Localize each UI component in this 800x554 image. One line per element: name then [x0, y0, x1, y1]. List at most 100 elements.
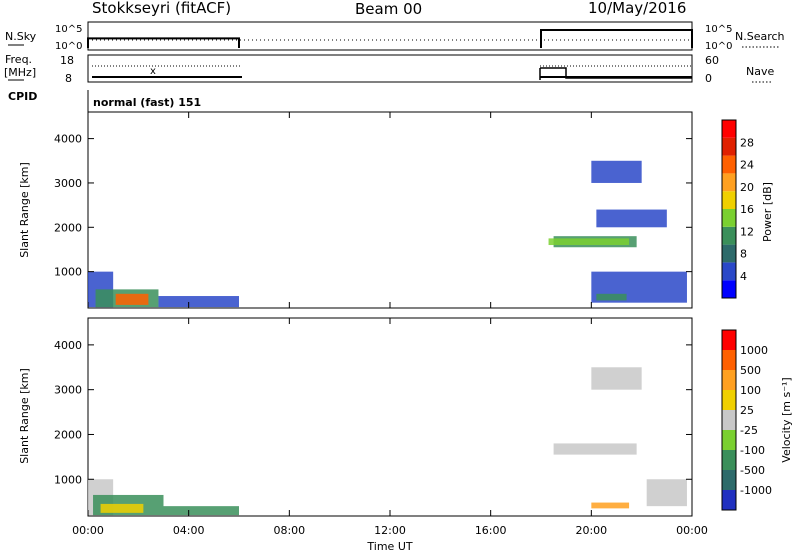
power-panel: 1000 2000 3000 4000 Slant Range [km] 28 24 20…: [18, 111, 774, 309]
colorbar-swatch: [722, 450, 736, 470]
colorbar-label: 28: [740, 136, 754, 149]
colorbar-swatch: [722, 120, 736, 138]
colorbar-swatch: [722, 280, 736, 298]
colorbar-label: 100: [740, 384, 761, 397]
ytick-label: 3000: [54, 177, 82, 190]
colorbar-label: -500: [740, 464, 765, 477]
xtick-label: 08:00: [273, 524, 305, 537]
power-yticks: 1000 2000 3000 4000: [54, 133, 692, 279]
ytick-label: 3000: [54, 384, 82, 397]
xtick-label: 12:00: [374, 524, 406, 537]
colorbar-label: -25: [740, 424, 758, 437]
power-colorbar: 28 24 20 16 12 8 4: [721, 119, 754, 299]
data-patch-6: [591, 160, 642, 183]
colorbar-swatch: [722, 330, 736, 350]
colorbar-swatch: [722, 490, 736, 510]
colorbar-label: 12: [740, 225, 754, 238]
beam-title: Beam 00: [355, 0, 422, 18]
colorbar-swatch: [722, 209, 736, 227]
data-patch-7: [596, 209, 667, 228]
colorbar-swatch: [722, 226, 736, 245]
nsky-ytick-bottom-right: 10^0: [705, 41, 732, 52]
velocity-colorbar-title: Velocity [m s⁻¹]: [780, 377, 793, 462]
power-data: [88, 160, 687, 308]
nsky-ytick-top-right: 10^5: [705, 24, 732, 35]
data-patch-9: [596, 293, 627, 301]
cpid-label: CPID: [8, 90, 37, 103]
colorbar-swatch: [722, 137, 736, 156]
colorbar-swatch: [722, 262, 736, 281]
ytick-label: 4000: [54, 339, 82, 352]
x-axis: 00:00 04:00 08:00 12:00 16:00 20:00 00:00: [72, 112, 708, 537]
colorbar-label: 25: [740, 404, 754, 417]
station-title: Stokkseyri (fitACF): [92, 0, 231, 17]
velocity-panel: 1000 2000 3000 4000 Slant Range [km] 1000 50…: [18, 317, 793, 517]
ytick-label: 4000: [54, 133, 82, 146]
colorbar-label: -1000: [740, 484, 772, 497]
colorbar-swatch: [722, 430, 736, 450]
nave-ytick-top: 60: [705, 54, 719, 67]
colorbar-label: 1000: [740, 344, 768, 357]
data-patch-4: [553, 443, 637, 455]
colorbar-swatch: [722, 370, 736, 390]
ytick-label: 1000: [54, 266, 82, 279]
colorbar-swatch: [722, 173, 736, 192]
velocity-ylabel: Slant Range [km]: [18, 368, 31, 464]
x-axis-title: Time UT: [366, 540, 412, 553]
velocity-data: [88, 367, 687, 516]
data-patch-2: [115, 293, 149, 305]
colorbar-frame: [721, 329, 737, 511]
freq-panel: [87, 54, 693, 83]
colorbar-frame: [721, 119, 737, 299]
xtick-label: 00:00: [676, 524, 708, 537]
data-patch-6: [591, 502, 630, 509]
nave-label: Nave: [746, 65, 774, 78]
colorbar-swatch: [722, 410, 736, 430]
colorbar-label: 16: [740, 203, 754, 216]
nsky-label: N.Sky: [5, 30, 37, 43]
freq-label-line1: Freq.: [5, 53, 32, 66]
xtick-label: 16:00: [475, 524, 507, 537]
nave-ytick-bottom: 0: [705, 72, 712, 85]
power-colorbar-title: Power [dB]: [761, 182, 774, 242]
colorbar-label: 8: [740, 248, 747, 261]
freq-ytick-bottom: 8: [65, 72, 72, 85]
nave-trace: [539, 67, 692, 80]
freq-ytick-top: 18: [60, 54, 74, 67]
date-title: 10/May/2016: [588, 0, 686, 17]
freq-mark: x: [150, 66, 156, 77]
data-patch-5: [591, 367, 642, 390]
velocity-colorbar: 1000 500 100 25 -25 -100 -500 -1000: [721, 329, 772, 511]
power-ylabel: Slant Range [km]: [18, 162, 31, 258]
cpid-value: normal (fast) 151: [93, 96, 201, 109]
nsearch-label: N.Search: [735, 30, 785, 43]
colorbar-swatch: [722, 244, 736, 263]
colorbar-label: 24: [740, 159, 754, 172]
freq-label-line2: [MHz]: [4, 66, 36, 79]
data-patch-7: [646, 479, 687, 507]
data-patch-2: [100, 503, 144, 513]
xtick-label: 04:00: [173, 524, 205, 537]
ytick-label: 1000: [54, 473, 82, 486]
xtick-label: 20:00: [575, 524, 607, 537]
colorbar-label: -100: [740, 444, 765, 457]
colorbar-label: 4: [740, 270, 747, 283]
ytick-label: 2000: [54, 428, 82, 441]
colorbar-swatch: [722, 350, 736, 370]
data-patch-3: [158, 296, 239, 308]
data-patch-3: [163, 506, 239, 516]
velocity-plot-frame: [87, 317, 693, 517]
colorbar-swatch: [722, 390, 736, 410]
data-patch-5: [548, 238, 630, 246]
colorbar-swatch: [722, 191, 736, 209]
nsky-trace-morning: [87, 37, 240, 48]
nsky-panel: [87, 21, 693, 51]
xtick-label: 00:00: [72, 524, 104, 537]
ytick-label: 2000: [54, 221, 82, 234]
colorbar-swatch: [722, 155, 736, 174]
nsky-trace-evening: [540, 29, 693, 48]
colorbar-swatch: [722, 470, 736, 490]
velocity-yticks: 1000 2000 3000 4000: [54, 339, 692, 486]
nsky-ytick-top-left: 10^5: [55, 24, 82, 35]
